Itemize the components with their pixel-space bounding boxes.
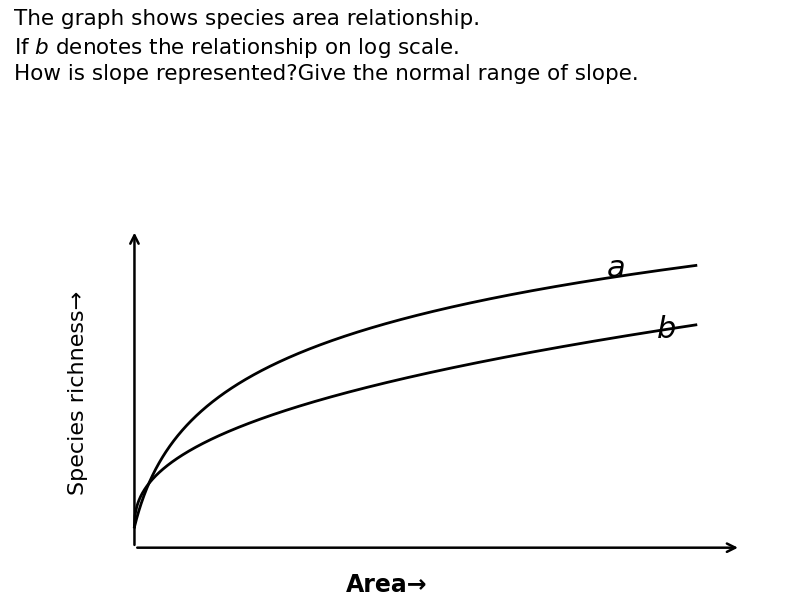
Text: If $b$ denotes the relationship on log scale.: If $b$ denotes the relationship on log s…: [14, 36, 460, 60]
Text: a: a: [606, 254, 626, 283]
Text: Species richness→: Species richness→: [68, 291, 88, 495]
Text: How is slope represented?Give the normal range of slope.: How is slope represented?Give the normal…: [14, 64, 639, 83]
Text: The graph shows species area relationship.: The graph shows species area relationshi…: [14, 9, 481, 29]
Text: Area→: Area→: [346, 573, 428, 597]
Text: b: b: [657, 315, 677, 344]
